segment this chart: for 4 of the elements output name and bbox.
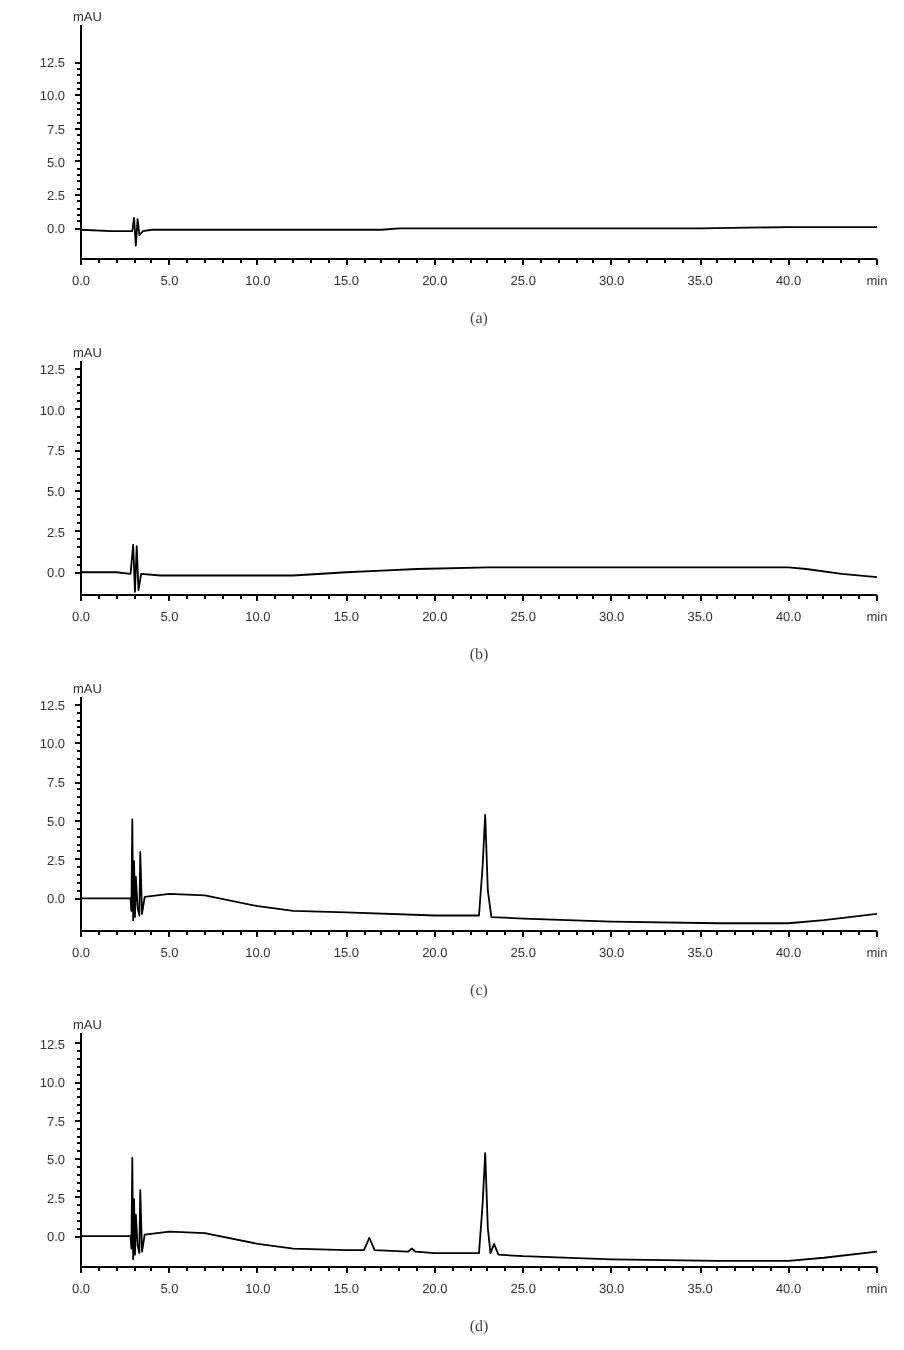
text: (b) bbox=[469, 645, 489, 663]
text: (a) bbox=[470, 309, 489, 327]
text: (d) bbox=[469, 1317, 489, 1335]
text: (c) bbox=[470, 981, 489, 999]
